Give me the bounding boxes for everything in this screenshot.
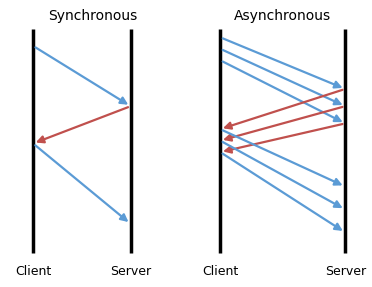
Text: Server: Server	[325, 265, 366, 278]
Text: Client: Client	[15, 265, 51, 278]
Text: Synchronous: Synchronous	[48, 9, 138, 23]
Text: Server: Server	[110, 265, 151, 278]
Text: Client: Client	[202, 265, 238, 278]
Text: Asynchronous: Asynchronous	[234, 9, 331, 23]
